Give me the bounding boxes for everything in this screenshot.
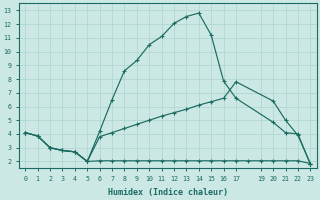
- X-axis label: Humidex (Indice chaleur): Humidex (Indice chaleur): [108, 188, 228, 197]
